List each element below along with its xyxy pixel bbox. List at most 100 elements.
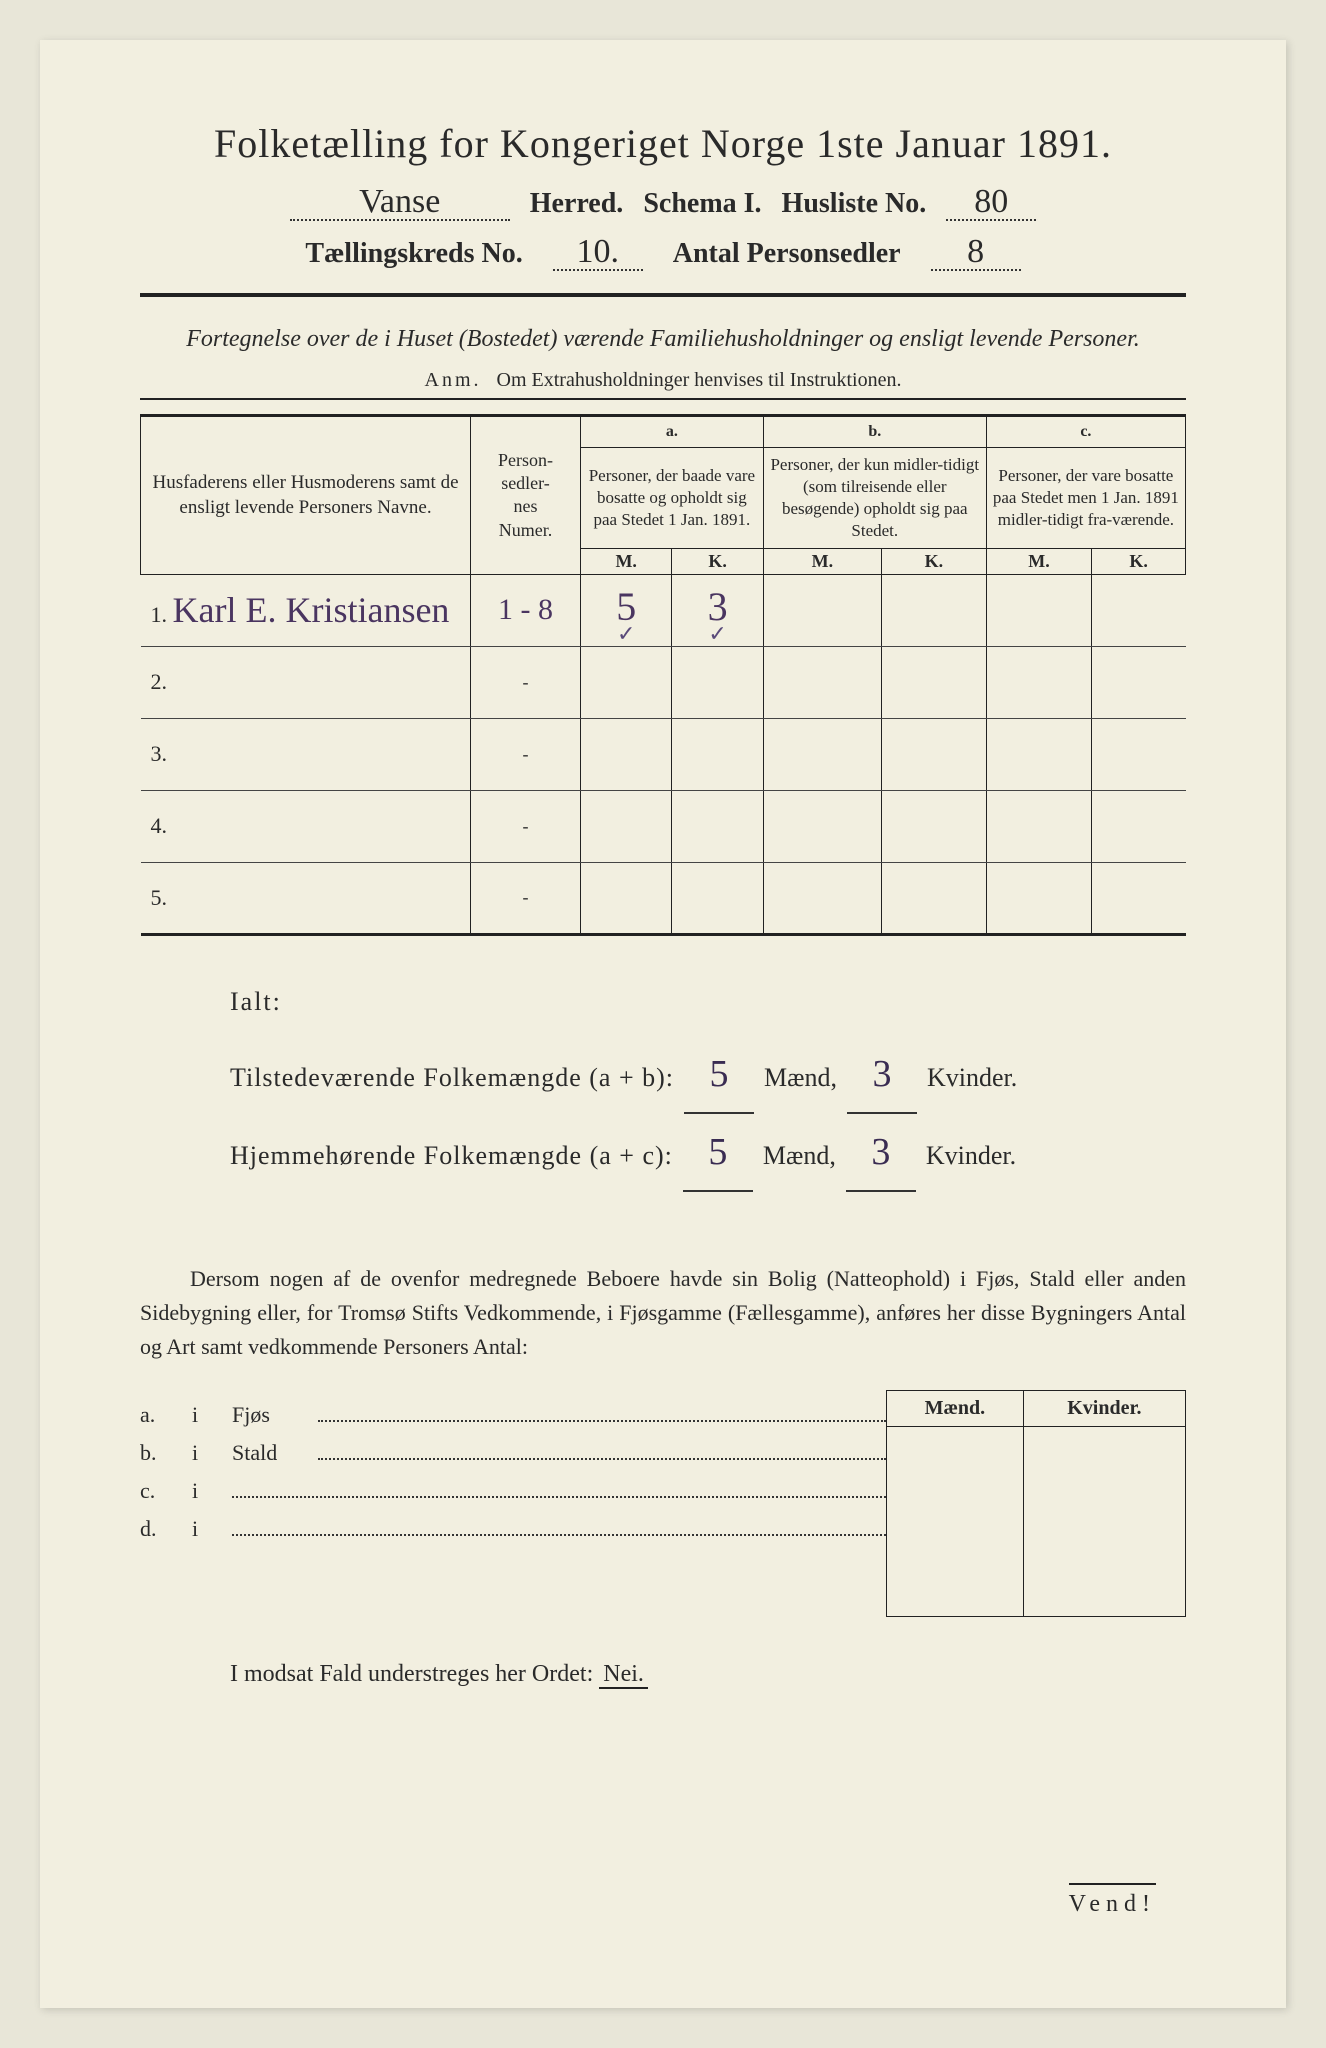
rule-top bbox=[140, 293, 1186, 297]
ob-dots bbox=[318, 1402, 886, 1422]
line2-label: Hjemmehørende Folkemængde (a + c): bbox=[230, 1130, 673, 1182]
cell-a-m bbox=[581, 718, 672, 790]
col-b-m: M. bbox=[763, 548, 881, 574]
cell-c-k bbox=[1092, 790, 1186, 862]
cell-a-m: 5✓ bbox=[581, 574, 672, 646]
cell-c-k bbox=[1092, 718, 1186, 790]
col-a-k: K. bbox=[672, 548, 763, 574]
nei-word: Nei. bbox=[599, 1661, 648, 1689]
outbuilding-paragraph: Dersom nogen af de ovenfor medregnede Be… bbox=[140, 1262, 1186, 1364]
cell-c-k bbox=[1092, 574, 1186, 646]
table-row: 1. Karl E. Kristiansen 1 - 8 5✓ 3✓ bbox=[141, 574, 1186, 646]
ob-i: i bbox=[192, 1478, 216, 1504]
cell-a-k bbox=[672, 718, 763, 790]
row-num: 3. bbox=[141, 718, 471, 790]
husliste-label: Husliste No. bbox=[782, 188, 927, 220]
outbuilding-mk-table: Mænd. Kvinder. bbox=[886, 1390, 1186, 1617]
ialt-label: Ialt: bbox=[230, 976, 1186, 1028]
census-form-sheet: Folketælling for Kongeriget Norge 1ste J… bbox=[40, 40, 1286, 2008]
ob-dots bbox=[318, 1440, 886, 1460]
totals-block: Ialt: Tilstedeværende Folkemængde (a + b… bbox=[140, 976, 1186, 1192]
cell-a-k bbox=[672, 646, 763, 718]
outbuild-row: c. i bbox=[140, 1478, 886, 1504]
header-row-kreds: Tællingskreds No. 10. Antal Personsedler… bbox=[140, 235, 1186, 271]
nei-line: I modsat Fald understreges her Ordet: Ne… bbox=[140, 1661, 1186, 1688]
outbuild-row: d. i bbox=[140, 1516, 886, 1542]
cell-c-m bbox=[986, 574, 1092, 646]
herred-value: Vanse bbox=[290, 185, 510, 221]
col-names: Husfaderens eller Husmoderens samt de en… bbox=[141, 415, 471, 574]
taellingskreds-label: Tællingskreds No. bbox=[305, 238, 522, 270]
table-row: 3. - bbox=[141, 718, 1186, 790]
row-num: 1. bbox=[151, 602, 168, 627]
col-b-k: K. bbox=[881, 548, 986, 574]
ob-tag: b. bbox=[140, 1440, 176, 1466]
cell-b-k bbox=[881, 862, 986, 934]
anm-line: Anm. Om Extrahusholdninger henvises til … bbox=[140, 369, 1186, 392]
cell-b-k bbox=[881, 790, 986, 862]
cell-nums: 1 - 8 bbox=[471, 574, 581, 646]
ob-dots bbox=[232, 1478, 886, 1498]
header-row-herred: Vanse Herred. Schema I. Husliste No. 80 bbox=[140, 185, 1186, 221]
row-num: 4. bbox=[141, 790, 471, 862]
cell-c-k bbox=[1092, 646, 1186, 718]
ob-i: i bbox=[192, 1516, 216, 1542]
col-a-text: Personer, der baade vare bosatte og opho… bbox=[581, 447, 764, 548]
rule-under-anm bbox=[140, 398, 1186, 400]
anm-lead: Anm. bbox=[425, 369, 482, 391]
ob-dots bbox=[232, 1516, 886, 1536]
cell-c-m bbox=[986, 646, 1092, 718]
cell-a-k bbox=[672, 790, 763, 862]
row-num: 5. bbox=[141, 862, 471, 934]
cell-nums: - bbox=[471, 862, 581, 934]
cell-c-k bbox=[1092, 862, 1186, 934]
ob-i: i bbox=[192, 1402, 216, 1428]
cell-a-k: 3✓ bbox=[672, 574, 763, 646]
totals-line-present: Tilstedeværende Folkemængde (a + b): 5 M… bbox=[230, 1036, 1186, 1114]
kvinder-label: Kvinder. bbox=[926, 1130, 1016, 1182]
l2-m: 5 bbox=[683, 1114, 753, 1192]
totals-line-resident: Hjemmehørende Folkemængde (a + c): 5 Mæn… bbox=[230, 1114, 1186, 1192]
row-name: Karl E. Kristiansen bbox=[173, 590, 450, 630]
household-table: Husfaderens eller Husmoderens samt de en… bbox=[140, 414, 1186, 936]
cell-b-m bbox=[763, 790, 881, 862]
kvinder-label: Kvinder. bbox=[927, 1052, 1017, 1104]
ob-tag: d. bbox=[140, 1516, 176, 1542]
antal-label: Antal Personsedler bbox=[673, 238, 901, 270]
form-subtitle: Fortegnelse over de i Huset (Bostedet) v… bbox=[140, 323, 1186, 357]
cell-c-m bbox=[986, 718, 1092, 790]
page-title: Folketælling for Kongeriget Norge 1ste J… bbox=[140, 120, 1186, 167]
table-row: 2. - bbox=[141, 646, 1186, 718]
outbuild-row: a. i Fjøs bbox=[140, 1402, 886, 1428]
cell-nums: - bbox=[471, 790, 581, 862]
ob-tag: c. bbox=[140, 1478, 176, 1504]
husliste-value: 80 bbox=[946, 185, 1036, 221]
col-c-text: Personer, der vare bosatte paa Stedet me… bbox=[986, 447, 1185, 548]
maend-label: Mænd, bbox=[764, 1052, 837, 1104]
col-a-m: M. bbox=[581, 548, 672, 574]
taellingskreds-value: 10. bbox=[553, 235, 643, 271]
l1-k: 3 bbox=[847, 1036, 917, 1114]
cell-c-m bbox=[986, 862, 1092, 934]
outbuilding-list: a. i Fjøs b. i Stald c. i d. i bbox=[140, 1390, 886, 1617]
mk2-kvinder-cell bbox=[1023, 1427, 1185, 1617]
vend-label: Vend! bbox=[1069, 1883, 1156, 1918]
mk2-maend: Mænd. bbox=[887, 1391, 1024, 1427]
cell-b-m bbox=[763, 646, 881, 718]
row-cell: 1. Karl E. Kristiansen bbox=[141, 574, 471, 646]
mk2-maend-cell bbox=[887, 1427, 1024, 1617]
cell-b-m bbox=[763, 574, 881, 646]
cell-a-m bbox=[581, 862, 672, 934]
col-c-m: M. bbox=[986, 548, 1092, 574]
col-nums: Person- sedler- nes Numer. bbox=[471, 415, 581, 574]
l2-k: 3 bbox=[846, 1114, 916, 1192]
antal-value: 8 bbox=[931, 235, 1021, 271]
mk2-kvinder: Kvinder. bbox=[1023, 1391, 1185, 1427]
cell-a-k bbox=[672, 862, 763, 934]
outbuilding-section: a. i Fjøs b. i Stald c. i d. i bbox=[140, 1390, 1186, 1617]
cell-b-k bbox=[881, 646, 986, 718]
cell-nums: - bbox=[471, 718, 581, 790]
maend-label: Mænd, bbox=[763, 1130, 836, 1182]
cell-b-k bbox=[881, 574, 986, 646]
col-b-text: Personer, der kun midler-tidigt (som til… bbox=[763, 447, 986, 548]
